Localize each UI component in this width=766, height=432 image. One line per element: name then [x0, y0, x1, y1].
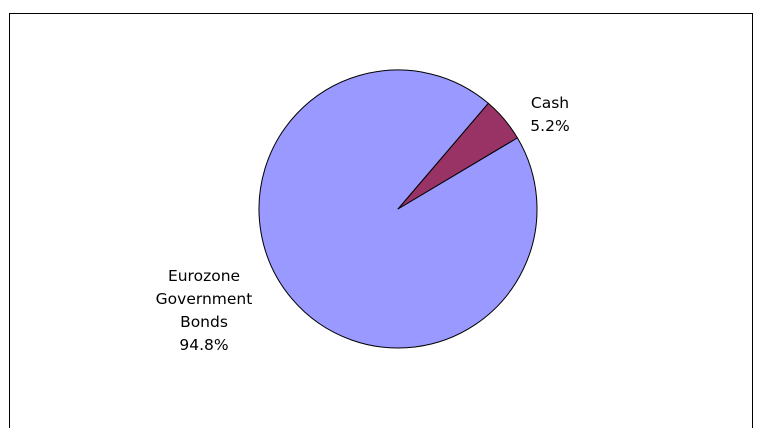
slice-label-0: Cash 5.2%	[530, 94, 569, 135]
pie-slices	[258, 69, 538, 349]
slice-label-line: Government	[156, 290, 253, 308]
slice-label-line: Cash	[531, 94, 569, 112]
slice-label-line: Bonds	[180, 313, 228, 331]
pie-labels: Cash 5.2% Eurozone Government Bonds 94.8%	[156, 94, 570, 354]
slice-label-line: Eurozone	[168, 267, 240, 285]
pie-slice-1	[258, 69, 538, 349]
slice-label-line: 5.2%	[530, 117, 569, 135]
slice-label-1: Eurozone Government Bonds 94.8%	[156, 267, 253, 354]
slice-label-line: 94.8%	[179, 336, 228, 354]
